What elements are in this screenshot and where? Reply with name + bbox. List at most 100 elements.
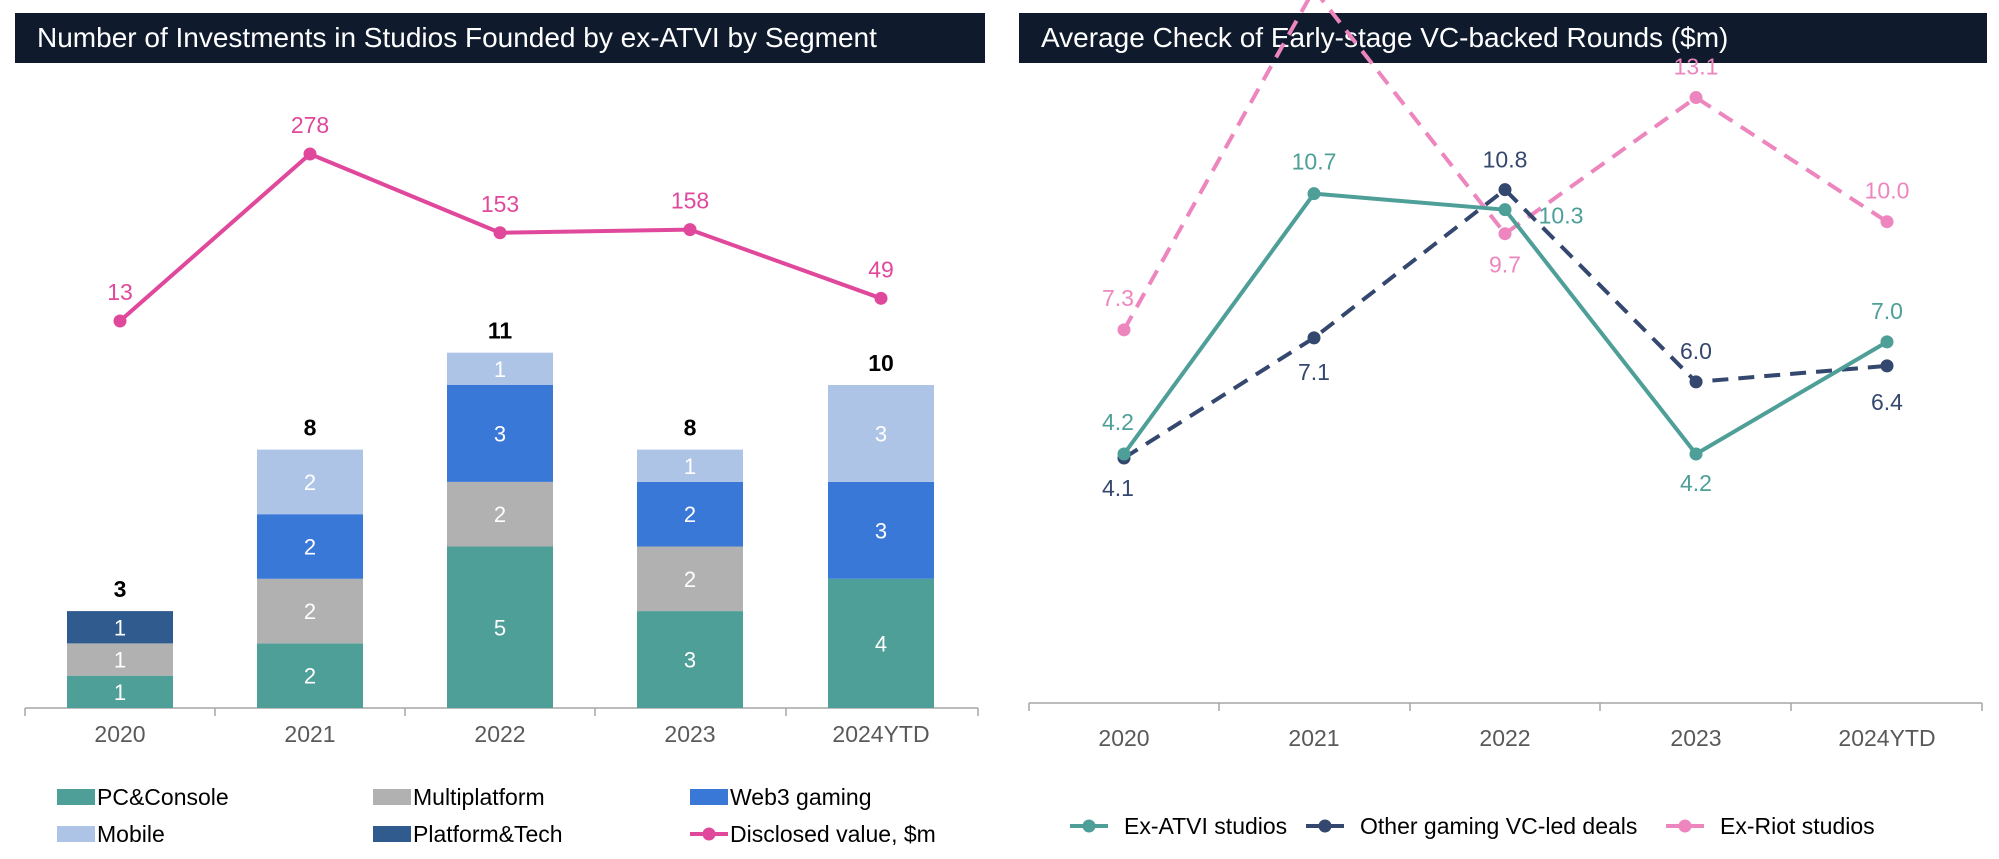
legend-swatch-marker-other-gaming-vc-led-deals bbox=[1318, 819, 1332, 833]
series-point-ex-atvi-studios-2020 bbox=[1117, 447, 1131, 461]
data-label-other-gaming-vc-led-deals-2023: 6.0 bbox=[1680, 338, 1712, 364]
legend-swatch-web3-gaming bbox=[690, 789, 728, 805]
bar-multiplatform-2022 bbox=[447, 481, 553, 547]
series-line-other-gaming-vc-led-deals bbox=[1122, 187, 1888, 460]
legend-swatch-marker-ex-riot-studios bbox=[1678, 819, 1692, 833]
bar-label-web3-gaming-2023: 2 bbox=[684, 502, 696, 527]
bar-total-2024ytd: 10 bbox=[868, 350, 894, 376]
series-point-other-gaming-vc-led-deals-2022 bbox=[1498, 183, 1512, 197]
data-label-other-gaming-vc-led-deals-2024ytd: 6.4 bbox=[1871, 389, 1903, 415]
bar-label-mobile-2024ytd: 3 bbox=[875, 421, 887, 446]
bar-label-web3-gaming-2022: 3 bbox=[494, 421, 506, 446]
series-point-other-gaming-vc-led-deals-2024ytd bbox=[1880, 359, 1894, 373]
legend-label-multiplatform: Multiplatform bbox=[413, 784, 545, 810]
bar-label-pc-console-2021: 2 bbox=[304, 664, 316, 689]
series-point-ex-atvi-studios-2024ytd bbox=[1880, 335, 1894, 349]
legend-label-ex-riot-studios: Ex-Riot studios bbox=[1720, 813, 1875, 839]
bar-pc-console-2021 bbox=[257, 643, 363, 708]
bar-platform-tech-2020 bbox=[67, 611, 173, 644]
data-label-ex-atvi-studios-2021: 10.7 bbox=[1292, 149, 1337, 175]
bar-label-multiplatform-2023: 2 bbox=[684, 567, 696, 592]
disclosed-value-label-2020: 13 bbox=[107, 279, 133, 305]
series-point-ex-riot-studios-2022 bbox=[1498, 227, 1512, 241]
bar-pc-console-2023 bbox=[637, 611, 743, 708]
bar-label-multiplatform-2021: 2 bbox=[304, 599, 316, 624]
bar-label-platform-tech-2020: 1 bbox=[114, 615, 126, 640]
series-point-ex-atvi-studios-2022 bbox=[1498, 203, 1512, 217]
bar-label-mobile-2022: 1 bbox=[494, 357, 506, 382]
bar-label-multiplatform-2020: 1 bbox=[114, 648, 126, 673]
bar-mobile-2021 bbox=[257, 449, 363, 515]
data-label-ex-riot-studios-2024ytd: 10.0 bbox=[1865, 178, 1910, 204]
bar-total-2023: 8 bbox=[684, 415, 697, 441]
disclosed-value-point-2020 bbox=[113, 314, 127, 328]
disclosed-value-point-2022 bbox=[493, 226, 507, 240]
bar-multiplatform-2020 bbox=[67, 643, 173, 676]
legend-swatch-mobile bbox=[57, 826, 95, 842]
bar-multiplatform-2023 bbox=[637, 546, 743, 612]
bar-web3-gaming-2021 bbox=[257, 514, 363, 579]
legend-label-pc-console: PC&Console bbox=[97, 784, 229, 810]
bar-total-2020: 3 bbox=[114, 576, 127, 602]
bar-pc-console-2022 bbox=[447, 546, 553, 708]
disclosed-value-label-2023: 158 bbox=[671, 188, 709, 214]
bar-total-2022: 11 bbox=[488, 318, 513, 344]
disclosed-value-label-2024ytd: 49 bbox=[868, 256, 894, 282]
bar-label-web3-gaming-2024ytd: 3 bbox=[875, 518, 887, 543]
data-label-ex-atvi-studios-2023: 4.2 bbox=[1680, 470, 1712, 496]
bar-label-mobile-2021: 2 bbox=[304, 470, 316, 495]
series-point-ex-riot-studios-2020 bbox=[1117, 323, 1131, 337]
bar-pc-console-2020 bbox=[67, 675, 173, 708]
disclosed-value-label-2022: 153 bbox=[481, 191, 519, 217]
data-label-other-gaming-vc-led-deals-2020: 4.1 bbox=[1102, 475, 1134, 501]
legend-swatch-pc-console bbox=[57, 789, 95, 805]
data-label-ex-riot-studios-2022: 9.7 bbox=[1489, 252, 1521, 278]
disclosed-value-point-2021 bbox=[303, 147, 317, 161]
series-line-ex-atvi-studios bbox=[1122, 191, 1889, 456]
bar-web3-gaming-2024ytd bbox=[828, 481, 934, 579]
data-label-other-gaming-vc-led-deals-2022: 10.8 bbox=[1483, 147, 1528, 173]
x-tick-label-2022: 2022 bbox=[1479, 725, 1530, 751]
legend-swatch-multiplatform bbox=[373, 789, 411, 805]
legend-label-web3-gaming: Web3 gaming bbox=[730, 784, 872, 810]
bar-web3-gaming-2022 bbox=[447, 385, 553, 482]
legend-swatch-platform-tech bbox=[373, 826, 411, 842]
data-label-ex-atvi-studios-2022: 10.3 bbox=[1539, 203, 1584, 229]
bar-label-mobile-2023: 1 bbox=[684, 454, 696, 479]
data-label-ex-atvi-studios-2020: 4.2 bbox=[1102, 409, 1134, 435]
legend-swatch-marker-ex-atvi-studios bbox=[1082, 819, 1096, 833]
disclosed-value-label-2021: 278 bbox=[291, 112, 329, 138]
legend-label-disclosed-value-m: Disclosed value, $m bbox=[730, 821, 936, 847]
bar-web3-gaming-2023 bbox=[637, 481, 743, 547]
x-tick-label-2023: 2023 bbox=[664, 721, 715, 747]
bar-pc-console-2024ytd bbox=[828, 578, 934, 708]
x-tick-label-2024ytd: 2024YTD bbox=[1838, 725, 1935, 751]
disclosed-value-point-2023 bbox=[683, 223, 697, 237]
disclosed-value-point-2024ytd bbox=[874, 291, 888, 305]
investments-stacked-bar-chart: 1113202022228202152311120223221820234331… bbox=[24, 112, 979, 847]
left-chart-title: Number of Investments in Studios Founded… bbox=[15, 13, 985, 63]
bar-mobile-2023 bbox=[637, 449, 743, 482]
series-point-ex-riot-studios-2023 bbox=[1689, 91, 1703, 105]
bar-label-pc-console-2023: 3 bbox=[684, 648, 696, 673]
legend-label-other-gaming-vc-led-deals: Other gaming VC-led deals bbox=[1360, 813, 1637, 839]
x-tick-label-2020: 2020 bbox=[1098, 725, 1149, 751]
legend-label-mobile: Mobile bbox=[97, 821, 165, 847]
data-label-ex-atvi-studios-2024ytd: 7.0 bbox=[1871, 298, 1903, 324]
x-tick-label-2021: 2021 bbox=[1288, 725, 1339, 751]
series-point-ex-riot-studios-2024ytd bbox=[1880, 215, 1894, 229]
series-point-ex-atvi-studios-2021 bbox=[1307, 187, 1321, 201]
bar-label-pc-console-2020: 1 bbox=[114, 680, 126, 705]
legend-swatch-marker-disclosed-value-m bbox=[702, 827, 716, 841]
x-tick-label-2022: 2022 bbox=[474, 721, 525, 747]
bar-total-2021: 8 bbox=[304, 415, 317, 441]
series-point-other-gaming-vc-led-deals-2021 bbox=[1307, 331, 1321, 345]
x-tick-label-2023: 2023 bbox=[1670, 725, 1721, 751]
legend-label-platform-tech: Platform&Tech bbox=[413, 821, 563, 847]
bar-mobile-2024ytd bbox=[828, 385, 934, 482]
bar-label-pc-console-2022: 5 bbox=[494, 615, 506, 640]
bar-label-multiplatform-2022: 2 bbox=[494, 502, 506, 527]
legend-label-ex-atvi-studios: Ex-ATVI studios bbox=[1124, 813, 1287, 839]
data-label-ex-riot-studios-2020: 7.3 bbox=[1102, 285, 1134, 311]
series-point-other-gaming-vc-led-deals-2023 bbox=[1689, 375, 1703, 389]
